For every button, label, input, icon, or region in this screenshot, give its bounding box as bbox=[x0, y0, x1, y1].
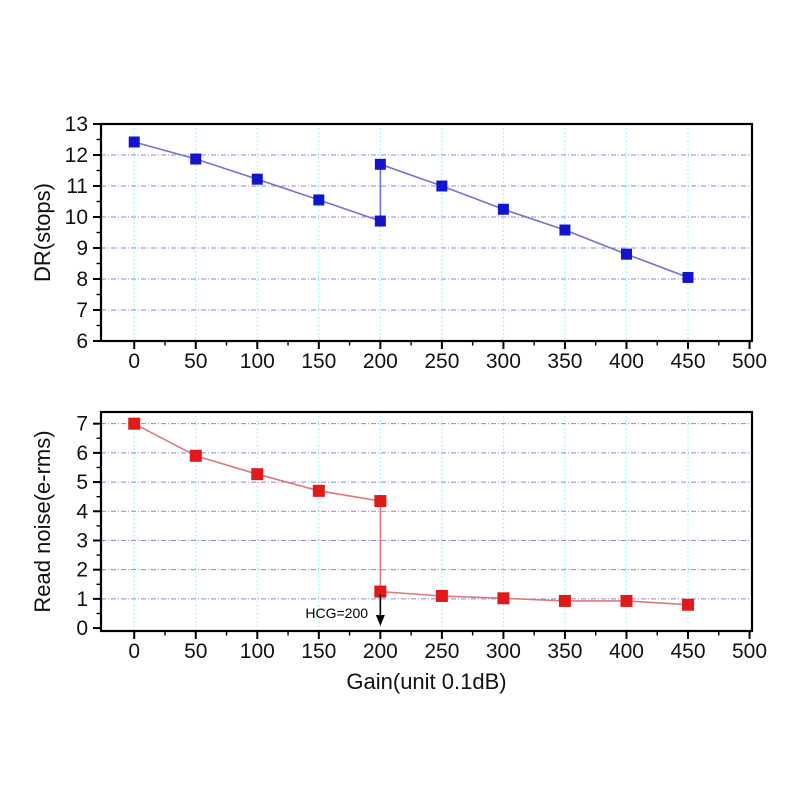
data-point-marker bbox=[374, 215, 386, 227]
y-axis-title: Read noise(e-rms) bbox=[30, 430, 55, 612]
y-tick-label: 0 bbox=[76, 617, 88, 640]
x-tick-label: 150 bbox=[301, 640, 336, 663]
annotation-text: HCG=200 bbox=[305, 605, 368, 621]
data-point-marker bbox=[620, 594, 633, 607]
y-tick-label: 5 bbox=[76, 471, 88, 494]
x-tick-label: 400 bbox=[609, 640, 644, 663]
data-point-marker bbox=[128, 136, 140, 148]
data-point-marker bbox=[251, 468, 264, 481]
y-tick-label: 9 bbox=[76, 237, 88, 260]
y-tick-label: 4 bbox=[76, 500, 88, 523]
y-tick-label: 7 bbox=[76, 299, 88, 322]
x-tick-label: 300 bbox=[486, 350, 521, 373]
data-point-marker bbox=[558, 594, 571, 607]
x-tick-label: 150 bbox=[301, 350, 336, 373]
y-tick-label: 3 bbox=[76, 529, 88, 552]
y-tick-label: 8 bbox=[76, 268, 88, 291]
y-tick-label: 6 bbox=[76, 442, 88, 465]
data-point-marker bbox=[497, 592, 510, 605]
annotation-arrowhead bbox=[375, 615, 385, 627]
data-point-marker bbox=[374, 158, 386, 170]
data-point-marker bbox=[313, 194, 325, 206]
data-point-marker bbox=[374, 585, 387, 598]
data-point-marker bbox=[682, 598, 695, 611]
x-tick-label: 250 bbox=[424, 350, 459, 373]
x-tick-label: 450 bbox=[670, 350, 705, 373]
y-tick-label: 13 bbox=[65, 113, 88, 136]
data-point-marker bbox=[436, 180, 448, 192]
x-tick-label: 200 bbox=[363, 640, 398, 663]
series-line bbox=[133, 141, 689, 279]
x-tick-label: 100 bbox=[240, 350, 275, 373]
y-tick-label: 11 bbox=[66, 175, 88, 198]
data-point-marker bbox=[682, 271, 694, 283]
data-point-marker bbox=[559, 224, 571, 236]
x-tick-label: 300 bbox=[486, 640, 521, 663]
y-tick-label: 6 bbox=[76, 330, 88, 353]
data-point-marker bbox=[374, 495, 387, 508]
subplot-2: 0 50 100 150 200 250 300 350 400 450 500 0 1 2 3 4 5 6 7 Re… bbox=[30, 410, 767, 663]
x-tick-label: 100 bbox=[240, 640, 275, 663]
data-point-marker bbox=[620, 248, 632, 260]
x-tick-label: 500 bbox=[732, 640, 767, 663]
data-point-marker bbox=[435, 589, 448, 602]
x-tick-label: 400 bbox=[609, 350, 644, 373]
x-tick-label: 200 bbox=[363, 350, 398, 373]
x-tick-label: 350 bbox=[547, 640, 582, 663]
data-point-marker bbox=[251, 173, 263, 185]
y-tick-label: 1 bbox=[76, 588, 88, 611]
y-tick-label: 7 bbox=[76, 413, 88, 436]
x-tick-label: 50 bbox=[184, 350, 207, 373]
x-tick-label: 250 bbox=[424, 640, 459, 663]
x-tick-label: 0 bbox=[128, 350, 140, 373]
x-tick-label: 50 bbox=[184, 640, 207, 663]
y-tick-label: 2 bbox=[76, 559, 88, 582]
x-tick-label: 450 bbox=[670, 640, 705, 663]
data-point-marker bbox=[189, 449, 202, 462]
y-tick-label: 10 bbox=[65, 206, 88, 229]
x-tick-label: 500 bbox=[732, 350, 767, 373]
y-axis-title: DR(stops) bbox=[30, 183, 55, 282]
x-tick-label: 350 bbox=[547, 350, 582, 373]
x-axis-title: Gain(unit 0.1dB) bbox=[346, 669, 506, 694]
data-point-marker bbox=[190, 153, 202, 165]
subplot-1: 0 50 100 150 200 250 300 350 400 450 500 6 7 8 9 10 11 12… bbox=[30, 113, 767, 373]
y-tick-label: 12 bbox=[65, 144, 88, 167]
x-tick-label: 0 bbox=[128, 640, 140, 663]
series-line bbox=[133, 422, 689, 606]
data-point-marker bbox=[497, 203, 509, 215]
data-point-marker bbox=[312, 484, 325, 497]
data-point-marker bbox=[128, 417, 141, 430]
plot-frame bbox=[99, 410, 754, 633]
